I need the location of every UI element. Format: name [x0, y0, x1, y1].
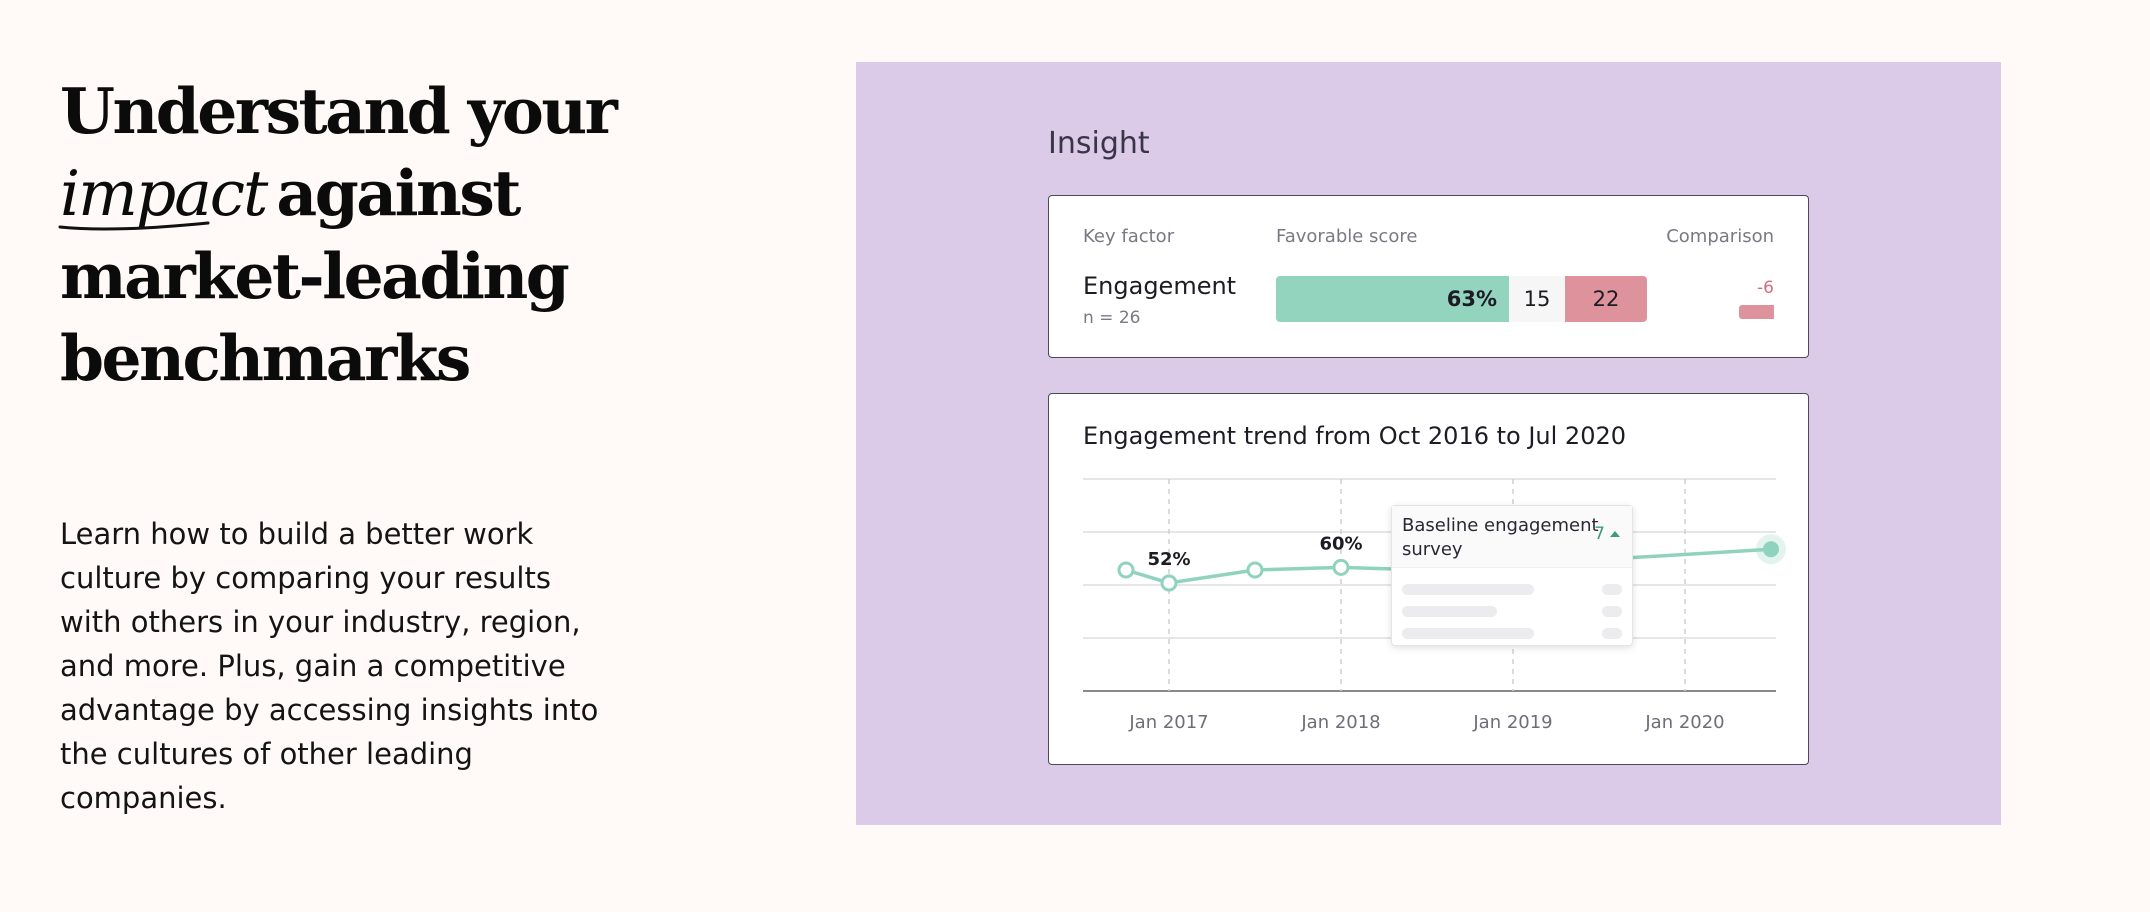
insight-panel: Insight Key factor Favorable score Compa…: [856, 62, 2001, 825]
tooltip-header: Baseline engagement survey 7: [1392, 506, 1632, 568]
comparison-value: -6: [1757, 278, 1774, 298]
neutral-segment[interactable]: 15: [1509, 276, 1565, 322]
factor-name[interactable]: Engagement: [1083, 272, 1237, 300]
headline-line-1: Understand your: [60, 74, 618, 148]
engagement-trend-chart: Jan 2017 Jan 2018 Jan 2019 Jan 2020 52% 60%: [1083, 478, 1786, 733]
x-tick-label: Jan 2017: [1128, 712, 1208, 733]
data-label: 60%: [1319, 533, 1362, 554]
key-factor-column-label: Key factor: [1083, 226, 1175, 247]
data-label: 52%: [1147, 549, 1190, 570]
placeholder-value: [1602, 606, 1622, 617]
headline-script-word: impact: [58, 153, 268, 235]
favorable-segment[interactable]: 63%: [1276, 276, 1509, 322]
headline: Understand your impact against market-lea…: [58, 70, 620, 399]
tooltip-value: 7: [1594, 524, 1620, 544]
trend-title: Engagement trend from Oct 2016 to Jul 20…: [1083, 422, 1626, 450]
chart-tooltip: Baseline engagement survey 7: [1391, 505, 1633, 646]
underline-stroke-icon: [58, 221, 210, 231]
x-tick-label: Jan 2020: [1644, 712, 1724, 733]
data-point: [1246, 561, 1264, 579]
headline-line-4: benchmarks: [60, 321, 471, 395]
factor-sample-size: n = 26: [1083, 308, 1141, 328]
favorability-bar[interactable]: 63% 15 22: [1276, 276, 1647, 322]
data-point: [1117, 561, 1135, 579]
tooltip-value-text: 7: [1594, 524, 1605, 544]
x-tick-label: Jan 2019: [1472, 712, 1552, 733]
x-tick-label: Jan 2018: [1300, 712, 1380, 733]
headline-line-2-rest: against: [276, 156, 521, 230]
placeholder-value: [1602, 628, 1622, 639]
comparison-column-label: Comparison: [1666, 226, 1774, 247]
placeholder-line: [1402, 628, 1534, 639]
comparison-bar: [1739, 305, 1774, 319]
headline-line-3: market-leading: [60, 239, 570, 313]
placeholder-line: [1402, 606, 1497, 617]
caret-up-icon: [1610, 531, 1620, 537]
key-factor-card: Key factor Favorable score Comparison En…: [1048, 195, 1809, 358]
headline-script-text: impact: [60, 157, 268, 230]
favorable-score-column-label: Favorable score: [1276, 226, 1418, 247]
unfavorable-segment[interactable]: 22: [1565, 276, 1647, 322]
tooltip-title: Baseline engagement survey: [1402, 515, 1599, 560]
placeholder-value: [1602, 584, 1622, 595]
headline-line-2: impact against: [58, 152, 620, 235]
engagement-trend-card: Engagement trend from Oct 2016 to Jul 20…: [1048, 393, 1809, 765]
data-point-active: [1763, 541, 1779, 558]
data-point: [1332, 558, 1350, 576]
placeholder-line: [1402, 584, 1534, 595]
body-paragraph: Learn how to build a better work culture…: [60, 517, 599, 815]
data-point: [1160, 574, 1178, 592]
insight-title: Insight: [1048, 126, 1150, 161]
